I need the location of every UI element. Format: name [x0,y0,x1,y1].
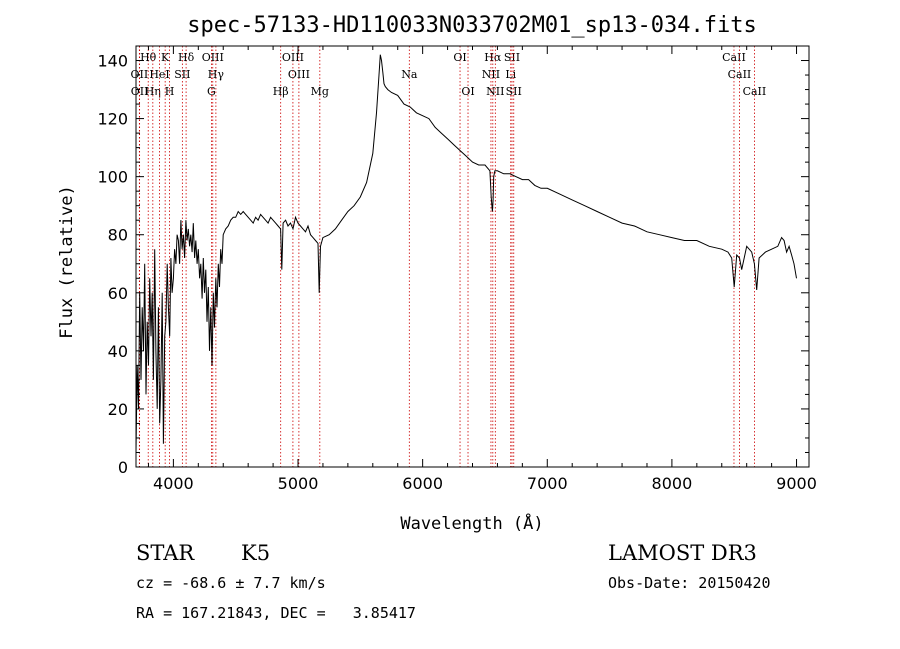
axis-tick-labels: 4000 5000 6000 7000 8000 9000 0 20 40 60 80 100 120 1… [97,52,816,493]
marker-label: G [207,85,216,98]
y-axis-label: Flux (relative) [57,185,77,339]
object-class: STAR [136,541,195,565]
object-subclass: K5 [241,541,270,565]
marker-label: H [165,85,175,98]
marker-label: OIII [202,51,224,64]
marker-label: SII [174,68,190,81]
y-tick-label: 120 [97,110,128,129]
marker-label: Hη [145,85,161,98]
redshift-cz: cz = -68.6 ± 7.7 km/s [136,574,326,592]
axis-ticks [136,45,809,468]
x-tick-label: 7000 [527,474,568,493]
marker-label: Hγ [208,68,225,81]
x-tick-label: 8000 [652,474,693,493]
marker-label: SII [506,85,522,98]
marker-label: Hθ [140,51,157,64]
marker-label: CaII [722,51,746,64]
marker-label: Hα [484,51,502,64]
chart-title: spec-57133-HD110033N033702M01_sp13-034.f… [187,13,757,38]
x-axis-label: Wavelength (Å) [400,512,543,534]
marker-label: Na [401,68,418,81]
x-tick-label: 5000 [278,474,319,493]
marker-label: CaII [743,85,767,98]
survey-name: LAMOST DR3 [608,541,757,565]
y-tick-label: 40 [108,342,128,361]
marker-label: OI [461,85,474,98]
marker-label: OI [453,51,466,64]
marker-label: OII [131,85,149,98]
plot-frame [135,45,810,468]
y-tick-label: 140 [97,52,128,71]
marker-label: CaII [728,68,752,81]
marker-label: OIII [288,68,310,81]
coordinates: RA = 167.21843, DEC = 3.85417 [136,604,416,622]
marker-label: NII [486,85,504,98]
y-tick-label: 100 [97,168,128,187]
spectrum-line [135,54,797,453]
y-tick-label: 80 [108,226,128,245]
observation-date: Obs-Date: 20150420 [608,574,771,592]
marker-label: Li [505,68,516,81]
marker-label: Hδ [178,51,195,64]
y-tick-label: 20 [108,400,128,419]
y-tick-label: 0 [118,458,128,477]
marker-label: K [161,51,170,64]
marker-label: NII [482,68,500,81]
marker-label: SII [504,51,520,64]
marker-label: Hβ [273,85,289,98]
y-tick-label: 60 [108,284,128,303]
x-tick-label: 9000 [776,474,817,493]
marker-label: Mg [311,85,329,98]
marker-label: HeI [149,68,169,81]
marker-label: OIII [282,51,304,64]
x-tick-label: 4000 [153,474,194,493]
x-tick-label: 6000 [402,474,443,493]
